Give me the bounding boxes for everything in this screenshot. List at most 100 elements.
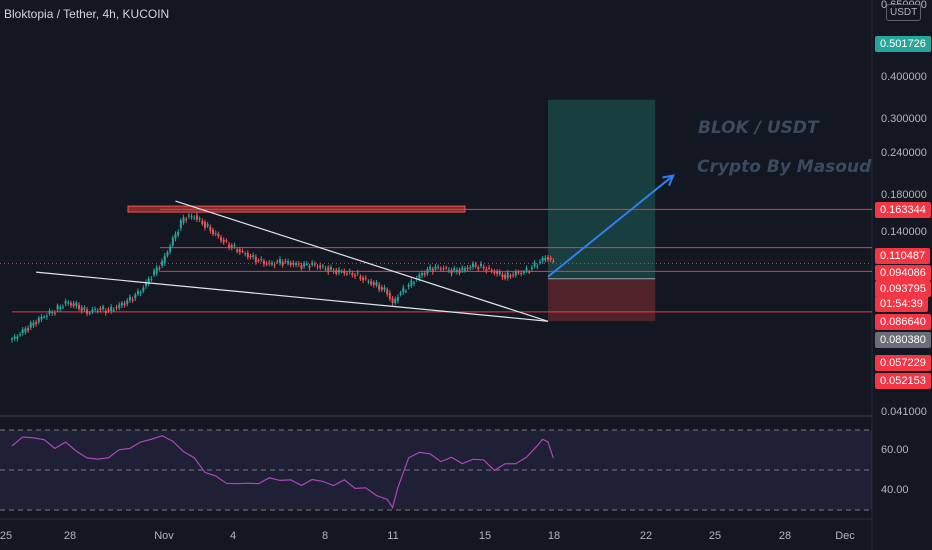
candle-body [514, 271, 517, 276]
candle-body [19, 334, 22, 336]
candle-body [99, 308, 102, 310]
candle-body [123, 303, 126, 306]
candle-body [83, 307, 86, 310]
candle-body [295, 263, 298, 266]
candle-body [195, 215, 198, 220]
candle-body [158, 268, 161, 270]
candle-body [107, 309, 110, 312]
candle-body [120, 302, 123, 306]
candle-body [222, 239, 225, 243]
candle-body [404, 291, 407, 293]
candle-body [262, 260, 265, 265]
candle-body [153, 270, 156, 275]
candle-body [112, 309, 115, 311]
candle-body [86, 309, 89, 314]
candle-body [185, 218, 188, 221]
candle-body [335, 269, 338, 274]
candle-body [166, 252, 169, 256]
candle-body [161, 260, 164, 266]
candle-body [493, 271, 496, 274]
candle-body [78, 304, 80, 309]
candle-body [139, 292, 142, 294]
time-tick: 15 [478, 530, 492, 542]
candle-body [522, 271, 525, 273]
trendline [36, 271, 549, 322]
candle-body [32, 322, 35, 326]
candle-body [471, 263, 474, 267]
candle-body [383, 287, 386, 290]
candle-body [517, 272, 520, 274]
candle-body [233, 245, 236, 247]
candle-body [375, 282, 378, 286]
candle-body [289, 262, 292, 265]
candle-body [364, 277, 367, 279]
candle-body [265, 263, 268, 265]
candle-body [287, 261, 290, 264]
candle-body [442, 268, 445, 270]
price-tick: 0.240000 [881, 147, 927, 159]
candle-body [29, 322, 32, 328]
candle-body [547, 257, 549, 260]
candle-body [351, 273, 354, 276]
candle-body [313, 263, 316, 265]
bar-countdown: 01:54:39 [875, 296, 928, 312]
candle-body [104, 310, 107, 314]
candle-body [447, 269, 450, 271]
candle-body [509, 275, 512, 277]
time-tick: Nov [154, 530, 174, 542]
candle-body [59, 307, 62, 310]
candle-body [244, 253, 247, 255]
candle-body [528, 271, 531, 273]
candle-body [439, 268, 442, 270]
candle-body [273, 264, 276, 266]
time-tick: 4 [229, 530, 237, 542]
candle-body [94, 308, 97, 310]
candle-body [541, 258, 544, 262]
candle-body [421, 273, 424, 276]
candle-body [391, 298, 394, 303]
candle-body [316, 266, 319, 268]
candle-body [485, 268, 488, 271]
price-tick: 0.400000 [881, 71, 927, 83]
candle-body [169, 246, 172, 252]
candle-body [145, 282, 147, 286]
candle-body [504, 274, 507, 279]
time-tick: 11 [387, 530, 399, 542]
price-tick: 0.300000 [881, 113, 927, 125]
candle-body [16, 336, 19, 339]
candle-body [67, 302, 70, 304]
candle-body [544, 257, 547, 261]
candle-body [303, 263, 306, 267]
candle-body [498, 271, 501, 275]
candle-body [206, 224, 209, 227]
candle-body [480, 263, 482, 267]
rsi-tick: 60.00 [881, 444, 909, 456]
candle-body [43, 316, 46, 318]
candle-body [370, 281, 373, 285]
candle-body [332, 270, 335, 272]
candle-body [136, 291, 139, 295]
candle-body [27, 328, 30, 331]
candle-body [281, 261, 284, 266]
price-tag-level: 0.110487 [875, 248, 931, 264]
candle-body [399, 292, 402, 295]
candle-body [53, 312, 56, 314]
candle-body [506, 272, 509, 278]
candle-body [64, 301, 67, 304]
profit-zone [548, 99, 656, 279]
rsi-tick: 40.00 [881, 484, 909, 496]
candle-body [249, 256, 252, 258]
candle-body [455, 269, 458, 272]
candle-body [552, 260, 555, 262]
currency-badge[interactable]: USDT [886, 4, 922, 21]
price-tick: 0.041000 [881, 406, 927, 418]
candle-body [292, 262, 295, 265]
candle-body [284, 260, 287, 262]
candle-body [413, 282, 415, 284]
candle-body [380, 287, 383, 290]
candle-body [423, 273, 426, 275]
candle-body [348, 270, 351, 272]
price-tag-stop: 0.052153 [875, 373, 931, 389]
candle-body [150, 278, 153, 280]
